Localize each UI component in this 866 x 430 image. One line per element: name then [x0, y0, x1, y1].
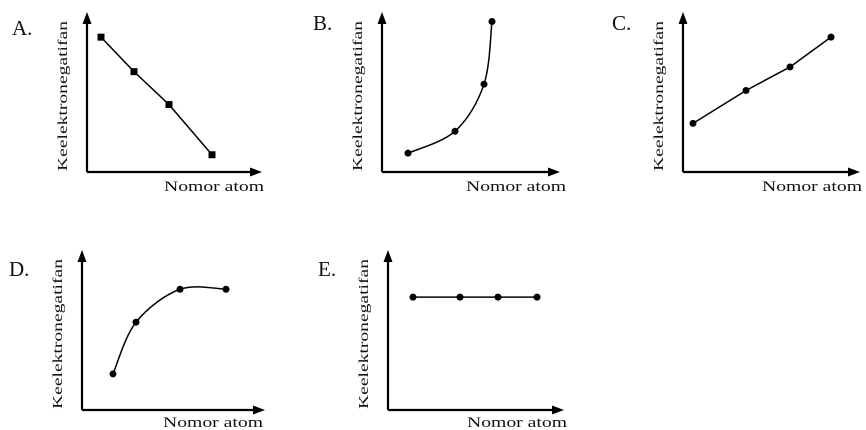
- y-axis-label: Keelektronegatifan: [652, 21, 667, 171]
- data-point: [480, 80, 488, 88]
- data-point: [222, 285, 230, 293]
- data-point: [132, 318, 140, 326]
- option-label: C.: [612, 11, 631, 35]
- data-point: [130, 68, 138, 76]
- data-point: [97, 33, 105, 41]
- x-axis-label: Nomor atom: [164, 179, 265, 195]
- x-axis-label: Nomor atom: [762, 179, 863, 195]
- series-line: [100, 36, 213, 156]
- option-label: A.: [12, 16, 32, 40]
- data-point: [176, 285, 184, 293]
- data-point: [827, 33, 835, 41]
- x-axis-arrow: [250, 167, 262, 177]
- series-line: [112, 286, 227, 375]
- data-point: [742, 86, 750, 94]
- x-axis-label: Nomor atom: [466, 179, 567, 195]
- chart-panel-b: B. Keelektronegatifan Nomor atom: [313, 11, 567, 195]
- series-line: [407, 21, 493, 154]
- y-axis-arrow: [377, 12, 387, 24]
- data-point: [488, 17, 496, 25]
- data-point: [533, 293, 541, 301]
- y-axis-label: Keelektronegatifan: [357, 259, 372, 409]
- data-point: [786, 63, 794, 71]
- series-line: [692, 36, 832, 125]
- y-axis-arrow: [383, 250, 393, 262]
- x-axis-label: Nomor atom: [467, 415, 568, 430]
- x-axis-arrow: [548, 167, 560, 177]
- data-point: [689, 119, 697, 127]
- data-point: [208, 151, 216, 159]
- option-label: E.: [318, 257, 336, 281]
- chart-panel-c: C. Keelektronegatifan Nomor atom: [612, 11, 863, 195]
- chart-panel-d: D. Keelektronegatifan Nomor atom: [9, 250, 265, 430]
- y-axis-arrow: [77, 250, 87, 262]
- y-axis-arrow: [82, 12, 92, 24]
- data-point: [409, 293, 417, 301]
- x-axis-arrow: [253, 405, 265, 415]
- option-label: D.: [9, 257, 29, 281]
- data-point: [109, 370, 117, 378]
- chart-panel-a: A. Keelektronegatifan Nomor atom: [12, 12, 265, 195]
- y-axis-label: Keelektronegatifan: [51, 259, 66, 409]
- y-axis-label: Keelektronegatifan: [351, 21, 366, 171]
- data-point: [456, 293, 464, 301]
- data-point: [451, 127, 459, 135]
- y-axis-label: Keelektronegatifan: [56, 21, 71, 171]
- data-point: [165, 101, 173, 109]
- x-axis-arrow: [848, 167, 860, 177]
- option-label: B.: [313, 11, 332, 35]
- data-point: [494, 293, 502, 301]
- x-axis-label: Nomor atom: [163, 415, 264, 430]
- chart-panel-e: E. Keelektronegatifan Nomor atom: [318, 250, 568, 430]
- x-axis-arrow: [552, 405, 564, 415]
- y-axis-arrow: [678, 12, 688, 24]
- data-point: [404, 149, 412, 157]
